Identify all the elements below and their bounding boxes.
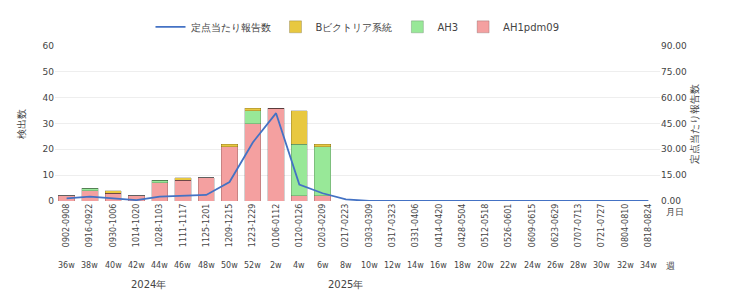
svg-text:30.00: 30.00 — [661, 144, 687, 154]
svg-text:0804-0810: 0804-0810 — [621, 204, 630, 248]
svg-text:月日: 月日 — [666, 207, 684, 217]
svg-text:45.00: 45.00 — [661, 119, 687, 129]
svg-text:6w: 6w — [317, 261, 329, 270]
svg-text:0203-0209: 0203-0209 — [318, 204, 327, 248]
svg-text:75.00: 75.00 — [661, 67, 687, 77]
svg-text:0217-0223: 0217-0223 — [341, 204, 350, 248]
svg-text:Bビクトリア系統: Bビクトリア系統 — [316, 22, 393, 33]
svg-text:0512-0518: 0512-0518 — [481, 204, 490, 248]
svg-text:0818-0824: 0818-0824 — [644, 204, 653, 248]
svg-text:2025年: 2025年 — [328, 279, 363, 290]
svg-text:0106-0112: 0106-0112 — [272, 204, 281, 248]
svg-text:10w: 10w — [361, 261, 378, 270]
svg-text:32w: 32w — [617, 261, 634, 270]
svg-text:定点当たり報告数: 定点当たり報告数 — [191, 22, 271, 33]
svg-text:AH1pdm09: AH1pdm09 — [503, 22, 559, 33]
svg-text:0428-0504: 0428-0504 — [458, 204, 467, 248]
svg-text:0902-0908: 0902-0908 — [62, 204, 71, 248]
svg-text:1111-1117: 1111-1117 — [179, 204, 188, 248]
svg-text:0916-0922: 0916-0922 — [86, 204, 95, 248]
svg-text:0414-0420: 0414-0420 — [435, 204, 444, 248]
svg-text:0331-0406: 0331-0406 — [411, 204, 420, 248]
svg-text:24w: 24w — [524, 261, 541, 270]
svg-text:2w: 2w — [270, 261, 282, 270]
svg-text:0120-0126: 0120-0126 — [295, 204, 304, 248]
svg-text:0303-0309: 0303-0309 — [365, 204, 374, 248]
svg-text:0609-0615: 0609-0615 — [528, 204, 537, 248]
svg-text:60: 60 — [43, 41, 55, 51]
svg-text:42w: 42w — [128, 261, 145, 270]
svg-text:20w: 20w — [477, 261, 494, 270]
svg-text:22w: 22w — [500, 261, 517, 270]
svg-text:50: 50 — [43, 67, 55, 77]
svg-text:0721-0727: 0721-0727 — [597, 204, 606, 248]
svg-text:60.00: 60.00 — [661, 93, 687, 103]
svg-text:48w: 48w — [198, 261, 215, 270]
svg-text:26w: 26w — [547, 261, 564, 270]
svg-text:週: 週 — [666, 261, 675, 271]
svg-text:34w: 34w — [640, 261, 657, 270]
svg-text:1028-1103: 1028-1103 — [155, 204, 164, 248]
svg-text:46w: 46w — [174, 261, 191, 270]
svg-text:36w: 36w — [58, 261, 75, 270]
svg-text:定点当たり報告数: 定点当たり報告数 — [689, 84, 700, 164]
svg-text:10: 10 — [43, 170, 55, 180]
svg-text:30w: 30w — [593, 261, 610, 270]
svg-text:90.00: 90.00 — [661, 41, 687, 51]
svg-text:4w: 4w — [293, 261, 305, 270]
svg-text:38w: 38w — [81, 261, 98, 270]
svg-text:0707-0713: 0707-0713 — [574, 204, 583, 248]
svg-text:16w: 16w — [430, 261, 447, 270]
svg-text:20: 20 — [43, 144, 55, 154]
svg-text:1125-1201: 1125-1201 — [202, 204, 211, 248]
svg-text:1209-1215: 1209-1215 — [225, 204, 234, 248]
svg-text:0526-0601: 0526-0601 — [504, 204, 513, 248]
svg-text:0317-0323: 0317-0323 — [388, 204, 397, 248]
svg-text:40: 40 — [43, 93, 55, 103]
svg-text:44w: 44w — [151, 261, 168, 270]
svg-text:0.00: 0.00 — [661, 196, 681, 206]
svg-text:12w: 12w — [384, 261, 401, 270]
svg-text:0: 0 — [48, 196, 54, 206]
svg-text:検出数: 検出数 — [16, 109, 27, 139]
svg-text:8w: 8w — [340, 261, 352, 270]
svg-text:28w: 28w — [570, 261, 587, 270]
svg-text:0623-0629: 0623-0629 — [551, 204, 560, 248]
svg-text:0930-1006: 0930-1006 — [109, 204, 118, 248]
svg-text:14w: 14w — [407, 261, 424, 270]
svg-text:1223-1229: 1223-1229 — [248, 204, 257, 248]
svg-text:15.00: 15.00 — [661, 170, 687, 180]
svg-text:50w: 50w — [221, 261, 238, 270]
svg-text:18w: 18w — [454, 261, 471, 270]
svg-text:AH3: AH3 — [437, 22, 458, 33]
svg-text:30: 30 — [43, 119, 55, 129]
svg-text:40w: 40w — [105, 261, 122, 270]
svg-text:2024年: 2024年 — [131, 279, 166, 290]
svg-text:52w: 52w — [244, 261, 261, 270]
svg-text:1014-1020: 1014-1020 — [132, 204, 141, 248]
